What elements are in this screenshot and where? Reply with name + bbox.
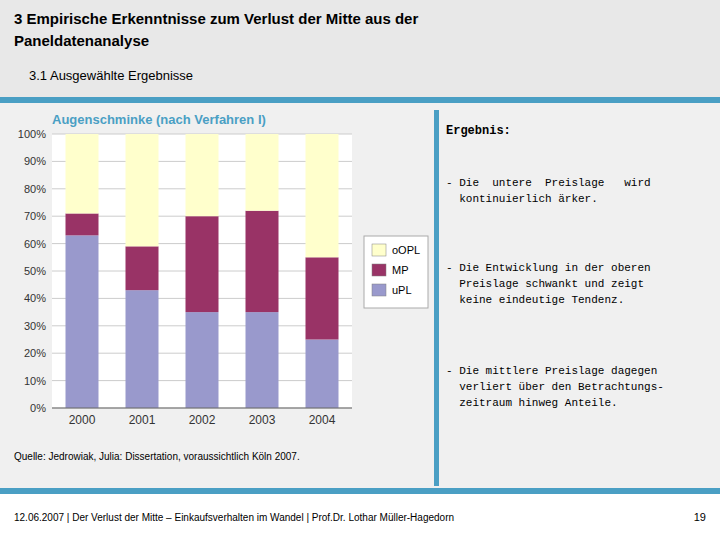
footer-background bbox=[0, 494, 720, 540]
bar-segment bbox=[126, 134, 159, 246]
subheading: 3.1 Ausgewählte Ergebnisse bbox=[29, 68, 193, 83]
y-tick-label: 20% bbox=[24, 347, 46, 359]
side-text: - Die Entwicklung in der oberen Preislag… bbox=[446, 262, 651, 306]
side-text-line: kontinuierlich ärker. bbox=[446, 193, 598, 205]
heading: Paneldatenanalyse bbox=[14, 32, 149, 49]
side-text-line: - Die mittlere Preislage dagegen bbox=[446, 365, 657, 377]
y-tick-label: 10% bbox=[24, 375, 46, 387]
side-text: - Die mittlere Preislage dagegen verlier… bbox=[446, 365, 664, 409]
side-text-line: - Die Entwicklung in der oberen bbox=[446, 262, 651, 274]
legend-box bbox=[364, 236, 428, 308]
bars bbox=[66, 134, 339, 408]
y-tick-label: 0% bbox=[30, 402, 46, 414]
bar-segment bbox=[186, 134, 219, 216]
header-divider bbox=[0, 97, 720, 103]
legend-label: uPL bbox=[392, 284, 412, 296]
side-text-line: zeitraum hinweg Anteile. bbox=[446, 397, 618, 409]
legend-label: oOPL bbox=[392, 244, 420, 256]
bar-segment bbox=[246, 134, 279, 211]
side-text-line: Preislage schwankt und zeigt bbox=[446, 278, 644, 290]
y-tick-label: 30% bbox=[24, 320, 46, 332]
x-tick-label: 2004 bbox=[309, 413, 336, 427]
grid-line bbox=[52, 408, 352, 409]
legend-swatch bbox=[372, 284, 386, 296]
y-axis: 0% 10% 20% 30% 40% 50% 60% 70% 80% 90% 100% bbox=[18, 128, 352, 414]
chart-title: Augenschminke (nach Verfahren I) bbox=[52, 112, 266, 127]
bar-segment bbox=[126, 290, 159, 408]
bar-segment bbox=[66, 235, 99, 408]
bar-segment bbox=[66, 134, 99, 213]
y-tick-label: 60% bbox=[24, 238, 46, 250]
y-tick-label: 40% bbox=[24, 292, 46, 304]
side-text-line: - Die untere Preislage wird bbox=[446, 177, 651, 189]
side-text-line: keine eindeutige Tendenz. bbox=[446, 294, 624, 306]
plot-background bbox=[52, 134, 352, 408]
page: 3 Empirische Erkenntnisse zum Verlust de… bbox=[0, 0, 720, 540]
x-axis: 2000 2001 2002 2003 2004 bbox=[52, 408, 352, 427]
source: Quelle: Jedrowiak, Julia: Dissertation, … bbox=[14, 451, 300, 462]
bar-segment bbox=[246, 211, 279, 312]
side-title: Ergebnis: bbox=[446, 124, 511, 138]
legend-label: MP bbox=[392, 264, 409, 276]
x-tick-label: 2003 bbox=[249, 413, 276, 427]
side-text: - Die untere Preislage wird kontinuierli… bbox=[446, 177, 651, 205]
legend-swatch bbox=[372, 244, 386, 256]
legend-swatch bbox=[372, 264, 386, 276]
x-tick-label: 2002 bbox=[189, 413, 216, 427]
bar-segment bbox=[66, 213, 99, 235]
background bbox=[0, 0, 720, 540]
page-number: 19 bbox=[694, 511, 706, 523]
footer-divider bbox=[0, 488, 720, 494]
y-tick-label: 50% bbox=[24, 265, 46, 277]
legend: oOPL MP uPL bbox=[364, 236, 428, 308]
x-tick-label: 2000 bbox=[69, 413, 96, 427]
bar-segment bbox=[306, 340, 339, 409]
footer-text: 12.06.2007 | Der Verlust der Mitte – Ein… bbox=[14, 512, 454, 523]
bar-segment bbox=[306, 134, 339, 257]
bar-segment bbox=[186, 312, 219, 408]
heading: 3 Empirische Erkenntnisse zum Verlust de… bbox=[14, 10, 418, 27]
header-background bbox=[0, 0, 720, 97]
y-tick-label: 100% bbox=[18, 128, 46, 140]
y-tick-label: 70% bbox=[24, 210, 46, 222]
bar-segment bbox=[186, 216, 219, 312]
y-tick-label: 80% bbox=[24, 183, 46, 195]
y-tick-label: 90% bbox=[24, 155, 46, 167]
side-text-line: verliert über den Betrachtungs- bbox=[446, 381, 664, 393]
bar-segment bbox=[246, 312, 279, 408]
vertical-divider bbox=[434, 110, 439, 486]
x-tick-label: 2001 bbox=[129, 413, 156, 427]
bar-segment bbox=[126, 246, 159, 290]
bar-segment bbox=[306, 257, 339, 339]
x-axis-line bbox=[52, 408, 352, 409]
